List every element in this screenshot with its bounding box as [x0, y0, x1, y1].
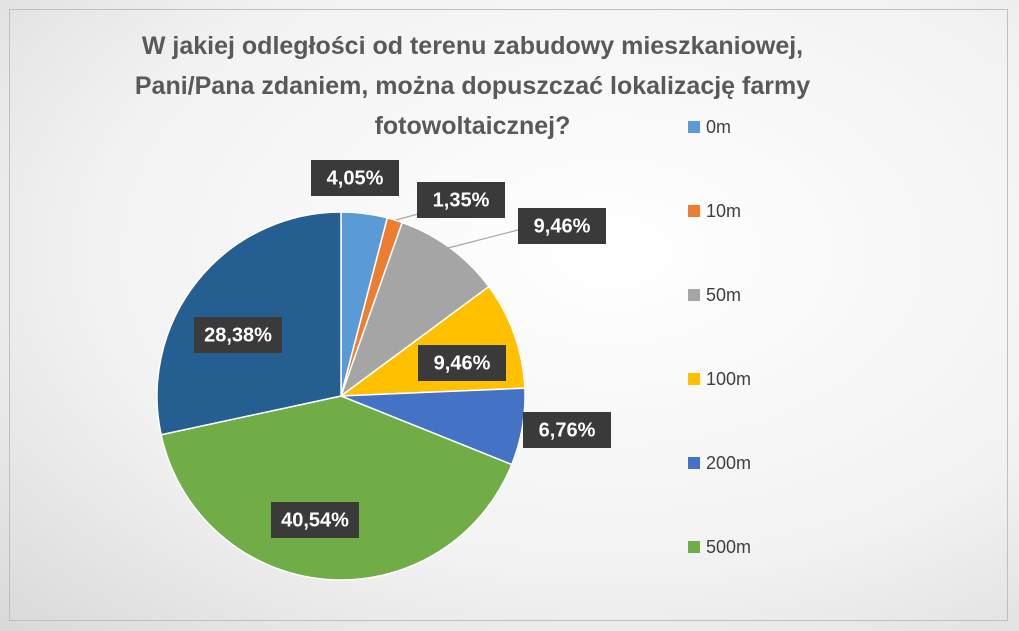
legend-label: 100m — [706, 369, 751, 389]
legend-swatch — [688, 121, 700, 133]
leader-line — [395, 213, 419, 221]
legend-swatch — [688, 457, 700, 469]
data-label: 1,35% — [433, 189, 490, 211]
data-label: 9,46% — [534, 215, 591, 237]
data-label-box — [311, 160, 399, 196]
legend-label: 500m — [706, 537, 751, 557]
chart-title: W jakiej odległości od terenu zabudowy m… — [134, 32, 811, 140]
data-label-box — [518, 208, 606, 244]
legend-label: 200m — [706, 453, 751, 473]
data-label-box — [271, 502, 359, 538]
legend-swatch — [688, 289, 700, 301]
data-label: 4,05% — [327, 167, 384, 189]
legend-swatch — [688, 205, 700, 217]
pie-slice — [160, 395, 513, 581]
data-label: 6,76% — [539, 419, 596, 441]
legend-swatch — [688, 373, 700, 385]
chart-frame — [9, 9, 1008, 621]
data-label: 28,38% — [204, 324, 272, 346]
data-label-box — [523, 412, 611, 448]
data-label: 9,46% — [434, 352, 491, 374]
data-label-box — [194, 317, 282, 353]
legend-label: 50m — [706, 285, 741, 305]
legend-label: 0m — [706, 117, 731, 137]
data-label-box — [417, 182, 505, 218]
leader-line — [447, 229, 519, 249]
legend-label: 10m — [706, 201, 741, 221]
data-label: 40,54% — [281, 509, 349, 531]
legend-swatch — [688, 541, 700, 553]
pie-slice — [339, 221, 490, 399]
data-label-box — [418, 345, 506, 381]
